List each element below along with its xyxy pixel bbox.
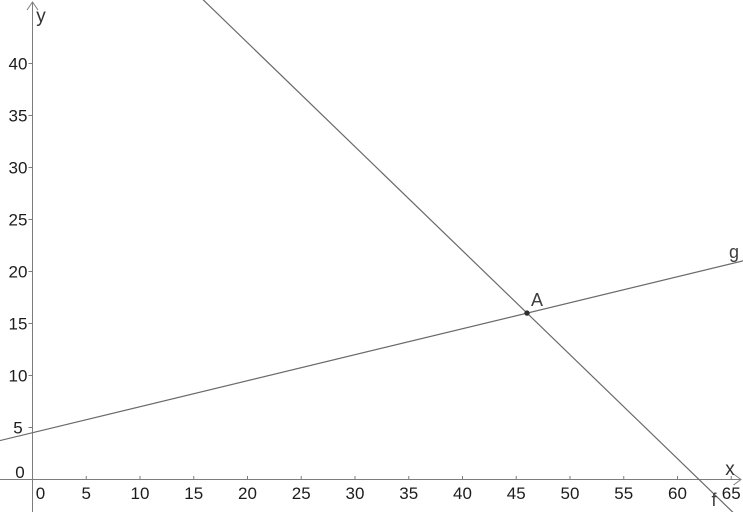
x-tick-label: 40 — [453, 484, 472, 503]
x-tick-label: 10 — [131, 484, 150, 503]
x-tick-label: 5 — [82, 484, 91, 503]
x-tick-label: 0 — [36, 484, 45, 503]
point-A — [524, 310, 530, 316]
y-tick-label: 5 — [13, 419, 22, 438]
x-tick-label: 35 — [399, 484, 418, 503]
line-g-label: g — [729, 242, 739, 262]
y-tick-label: 35 — [9, 107, 28, 126]
x-tick-label: 65 — [722, 484, 741, 503]
x-axis-label: x — [725, 459, 735, 480]
y-tick-label: 40 — [9, 55, 28, 74]
x-tick-label: 20 — [238, 484, 257, 503]
x-tick-label: 15 — [184, 484, 203, 503]
y-axis-arrow-icon — [26, 1, 39, 11]
x-tick-label: 25 — [292, 484, 311, 503]
y-tick-label: 15 — [9, 315, 28, 334]
x-tick-label: 30 — [346, 484, 365, 503]
y-tick-label: 0 — [15, 463, 24, 482]
y-tick-label: 30 — [9, 159, 28, 178]
y-axis-label: y — [36, 6, 46, 27]
line-g — [0, 260, 743, 442]
point-A-label: A — [531, 290, 543, 310]
x-tick-label: 55 — [614, 484, 633, 503]
y-tick-label: 20 — [9, 263, 28, 282]
line-f-label: f — [711, 490, 717, 510]
x-tick-label: 60 — [668, 484, 687, 503]
x-tick-label: 50 — [561, 484, 580, 503]
y-tick-label: 25 — [9, 211, 28, 230]
y-tick-label: 10 — [9, 367, 28, 386]
x-axis-arrow-icon — [733, 473, 742, 486]
x-tick-label: 45 — [507, 484, 526, 503]
